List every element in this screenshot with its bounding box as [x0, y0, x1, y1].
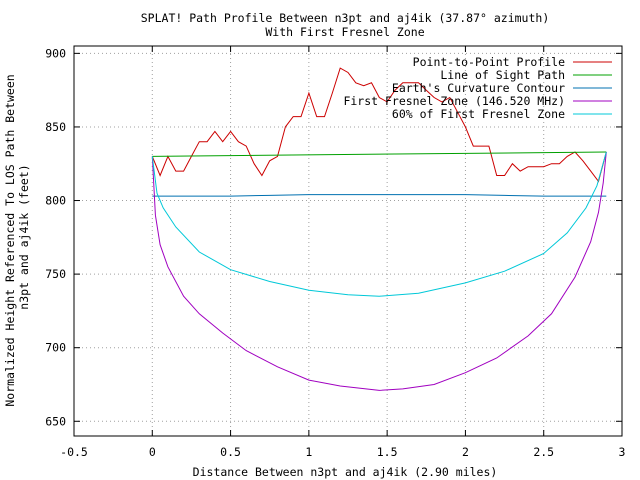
- legend-label-1: Point-to-Point Profile: [413, 55, 565, 69]
- x-axis-label: Distance Between n3pt and aj4ik (2.90 mi…: [193, 465, 498, 479]
- y-tick-label: 700: [45, 341, 66, 355]
- series-line-3: [152, 194, 607, 197]
- y-tick-label: 800: [45, 194, 66, 208]
- series-line-4: [151, 151, 607, 391]
- x-tick-label: 2.5: [533, 445, 554, 459]
- y-axis-label-line-2: n3pt and aj4ik (feet): [17, 164, 31, 309]
- y-axis-label: Normalized Height Referenced To LOS Path…: [3, 67, 31, 406]
- legend-label-3: Earth's Curvature Contour: [392, 81, 565, 95]
- legend-label-4: First Fresnel Zone (146.520 MHz): [343, 94, 565, 108]
- ticks-layer: -0.5 0 0.5 1 1.5 2 2.5 3 650 700 750 800 850 900: [45, 46, 626, 459]
- series-line-2: [152, 151, 607, 157]
- x-tick-label: 3: [619, 445, 626, 459]
- x-tick-label: 0: [149, 445, 156, 459]
- x-tick-label: 1: [305, 445, 312, 459]
- x-tick-label: 0.5: [220, 445, 241, 459]
- y-axis-label-line-1: Normalized Height Referenced To LOS Path…: [3, 74, 17, 406]
- legend-label-2: Line of Sight Path: [440, 68, 565, 82]
- x-tick-label: 1.5: [377, 445, 398, 459]
- y-tick-label: 750: [45, 267, 66, 281]
- x-tick-label: -0.5: [60, 445, 88, 459]
- series-line-1: [151, 67, 607, 183]
- series-line-5: [151, 151, 607, 297]
- chart-subtitle: With First Fresnel Zone: [265, 25, 424, 39]
- x-tick-label: 2: [462, 445, 469, 459]
- y-tick-label: 850: [45, 120, 66, 134]
- legend-label-5: 60% of First Fresnel Zone: [392, 107, 565, 121]
- grid-layer: [74, 46, 622, 436]
- series-layer: [151, 67, 607, 391]
- plot-frame: [73, 45, 623, 437]
- y-tick-label: 900: [45, 46, 66, 60]
- chart-title: SPLAT! Path Profile Between n3pt and aj4…: [141, 11, 550, 25]
- y-tick-label: 650: [45, 414, 66, 428]
